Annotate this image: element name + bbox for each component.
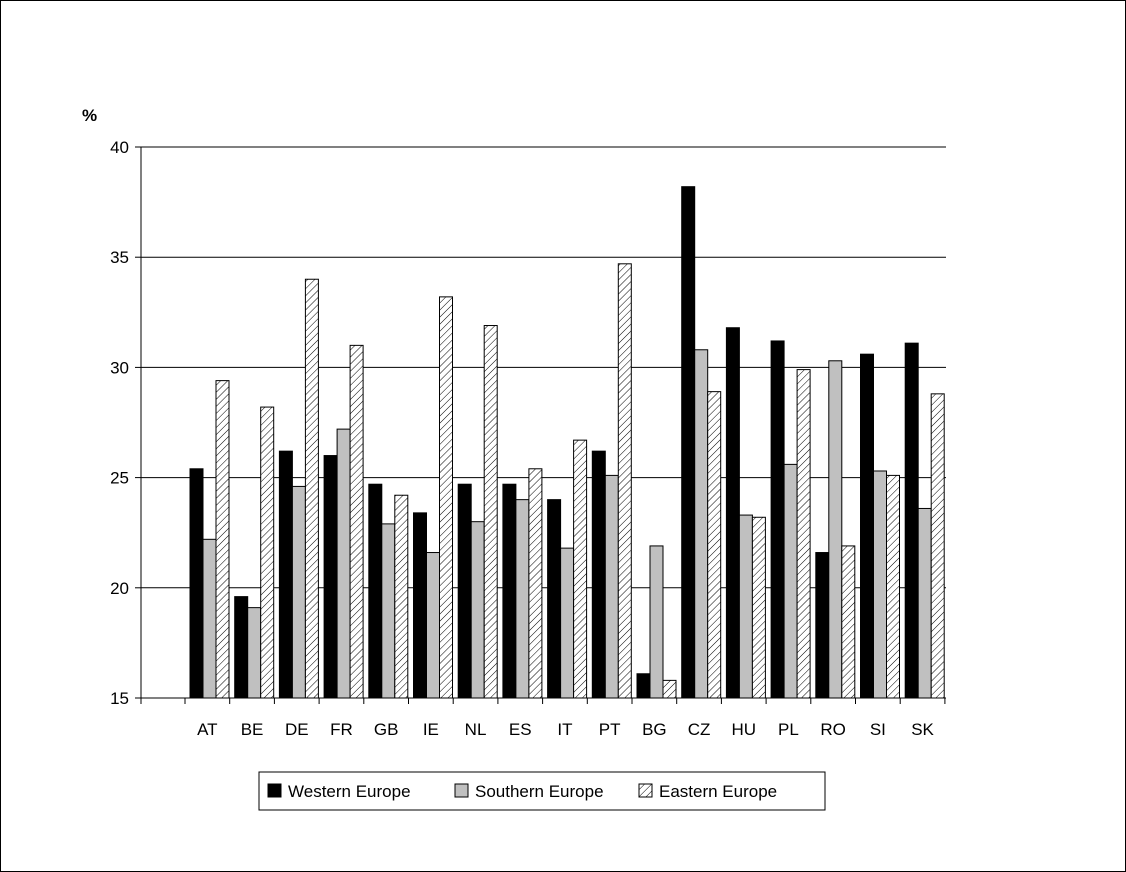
legend-swatch-southern-europe xyxy=(454,783,469,798)
y-tick-label: 40 xyxy=(110,138,129,157)
bar-eastern-europe-fr xyxy=(349,344,364,699)
bar-eastern-europe-gb xyxy=(394,494,409,699)
bar-eastern-europe-pl xyxy=(796,369,811,699)
bar-eastern-europe-hu xyxy=(751,516,766,699)
x-tick-label: PL xyxy=(778,720,799,739)
bar-southern-europe-pl xyxy=(783,463,798,699)
bar-eastern-europe-at xyxy=(215,380,230,699)
bar-southern-europe-gb xyxy=(381,523,396,699)
bar-eastern-europe-de xyxy=(304,278,319,699)
bar-eastern-europe-it xyxy=(573,439,588,699)
bar-eastern-europe-pt xyxy=(617,263,632,699)
bar-southern-europe-it xyxy=(560,547,575,699)
bar-western-europe-be xyxy=(234,596,249,699)
y-tick-label: 25 xyxy=(110,469,129,488)
bar-southern-europe-pt xyxy=(604,474,619,699)
bar-western-europe-at xyxy=(189,468,204,699)
bar-western-europe-es xyxy=(502,483,517,699)
bar-western-europe-hu xyxy=(725,327,740,699)
bar-eastern-europe-bg xyxy=(662,679,677,699)
legend-box xyxy=(258,771,826,811)
x-tick-label: HU xyxy=(731,720,756,739)
legend: Western Europe Southern Europe Eastern Eur… xyxy=(258,771,826,811)
axes xyxy=(140,147,946,704)
bar-western-europe-cz xyxy=(681,186,696,699)
bar-western-europe-si xyxy=(860,353,874,699)
x-tick-label: RO xyxy=(820,720,846,739)
bar-southern-europe-at xyxy=(202,538,217,699)
bar-western-europe-de xyxy=(278,450,293,699)
y-tick-label: 15 xyxy=(110,689,129,708)
bar-western-europe-ro xyxy=(815,552,830,699)
bar-eastern-europe-sk xyxy=(930,393,945,699)
bars xyxy=(189,186,945,699)
legend-label-western-europe: Western Europe xyxy=(288,782,411,801)
bar-western-europe-it xyxy=(547,499,562,699)
bar-eastern-europe-ie xyxy=(439,296,453,699)
x-tick-label: NL xyxy=(465,720,487,739)
x-tick-labels: AT BE DE FR GB IE NL ES IT PT BG CZ HU PL RO SI SK xyxy=(197,720,934,739)
bar-southern-europe-de xyxy=(291,485,306,699)
x-tick-label: BE xyxy=(241,720,264,739)
bar-eastern-europe-nl xyxy=(483,325,498,699)
bar-western-europe-bg xyxy=(636,673,651,699)
bar-southern-europe-cz xyxy=(694,349,709,699)
legend-swatch-western-europe xyxy=(267,783,282,798)
x-tick-label: SI xyxy=(870,720,886,739)
x-tick-label: ES xyxy=(509,720,532,739)
x-tick-label: GB xyxy=(374,720,399,739)
y-tick-label: 30 xyxy=(110,358,129,377)
bar-southern-europe-si xyxy=(873,470,887,699)
x-tick-label: FR xyxy=(330,720,353,739)
bar-southern-europe-bg xyxy=(649,545,664,699)
bar-southern-europe-es xyxy=(515,499,530,699)
bar-western-europe-fr xyxy=(323,455,338,699)
bar-southern-europe-hu xyxy=(738,514,753,699)
y-axis-unit-label: % xyxy=(82,106,97,125)
bar-southern-europe-nl xyxy=(470,521,485,699)
y-tick-label: 20 xyxy=(110,579,129,598)
bar-southern-europe-be xyxy=(247,607,262,699)
bar-southern-europe-ro xyxy=(828,360,843,699)
x-tick-label: IT xyxy=(557,720,572,739)
x-tick-label: BG xyxy=(642,720,667,739)
bar-western-europe-nl xyxy=(457,483,472,699)
legend-swatch-eastern-europe xyxy=(638,783,653,798)
bar-western-europe-sk xyxy=(904,342,919,699)
x-tick-label: CZ xyxy=(688,720,711,739)
bar-western-europe-ie xyxy=(413,512,427,699)
x-tick-label: DE xyxy=(285,720,309,739)
bar-western-europe-gb xyxy=(368,483,383,699)
bar-eastern-europe-es xyxy=(528,468,543,699)
bar-eastern-europe-cz xyxy=(707,391,722,699)
legend-label-southern-europe: Southern Europe xyxy=(475,782,604,801)
x-tick-label: AT xyxy=(197,720,217,739)
bar-southern-europe-ie xyxy=(426,552,440,699)
bar-eastern-europe-ro xyxy=(841,545,856,699)
x-tick-label: SK xyxy=(911,720,934,739)
bar-eastern-europe-si xyxy=(886,474,900,699)
x-tick-label: IE xyxy=(423,720,439,739)
bar-eastern-europe-be xyxy=(260,406,275,699)
bar-western-europe-pl xyxy=(770,340,785,699)
y-tick-labels: 15 20 25 30 35 40 xyxy=(110,138,129,708)
x-tick-label: PT xyxy=(599,720,621,739)
y-tick-label: 35 xyxy=(110,248,129,267)
bar-southern-europe-fr xyxy=(336,428,351,699)
legend-label-eastern-europe: Eastern Europe xyxy=(659,782,777,801)
gridlines xyxy=(135,146,946,699)
bar-western-europe-pt xyxy=(591,450,606,699)
bar-southern-europe-sk xyxy=(917,507,932,699)
